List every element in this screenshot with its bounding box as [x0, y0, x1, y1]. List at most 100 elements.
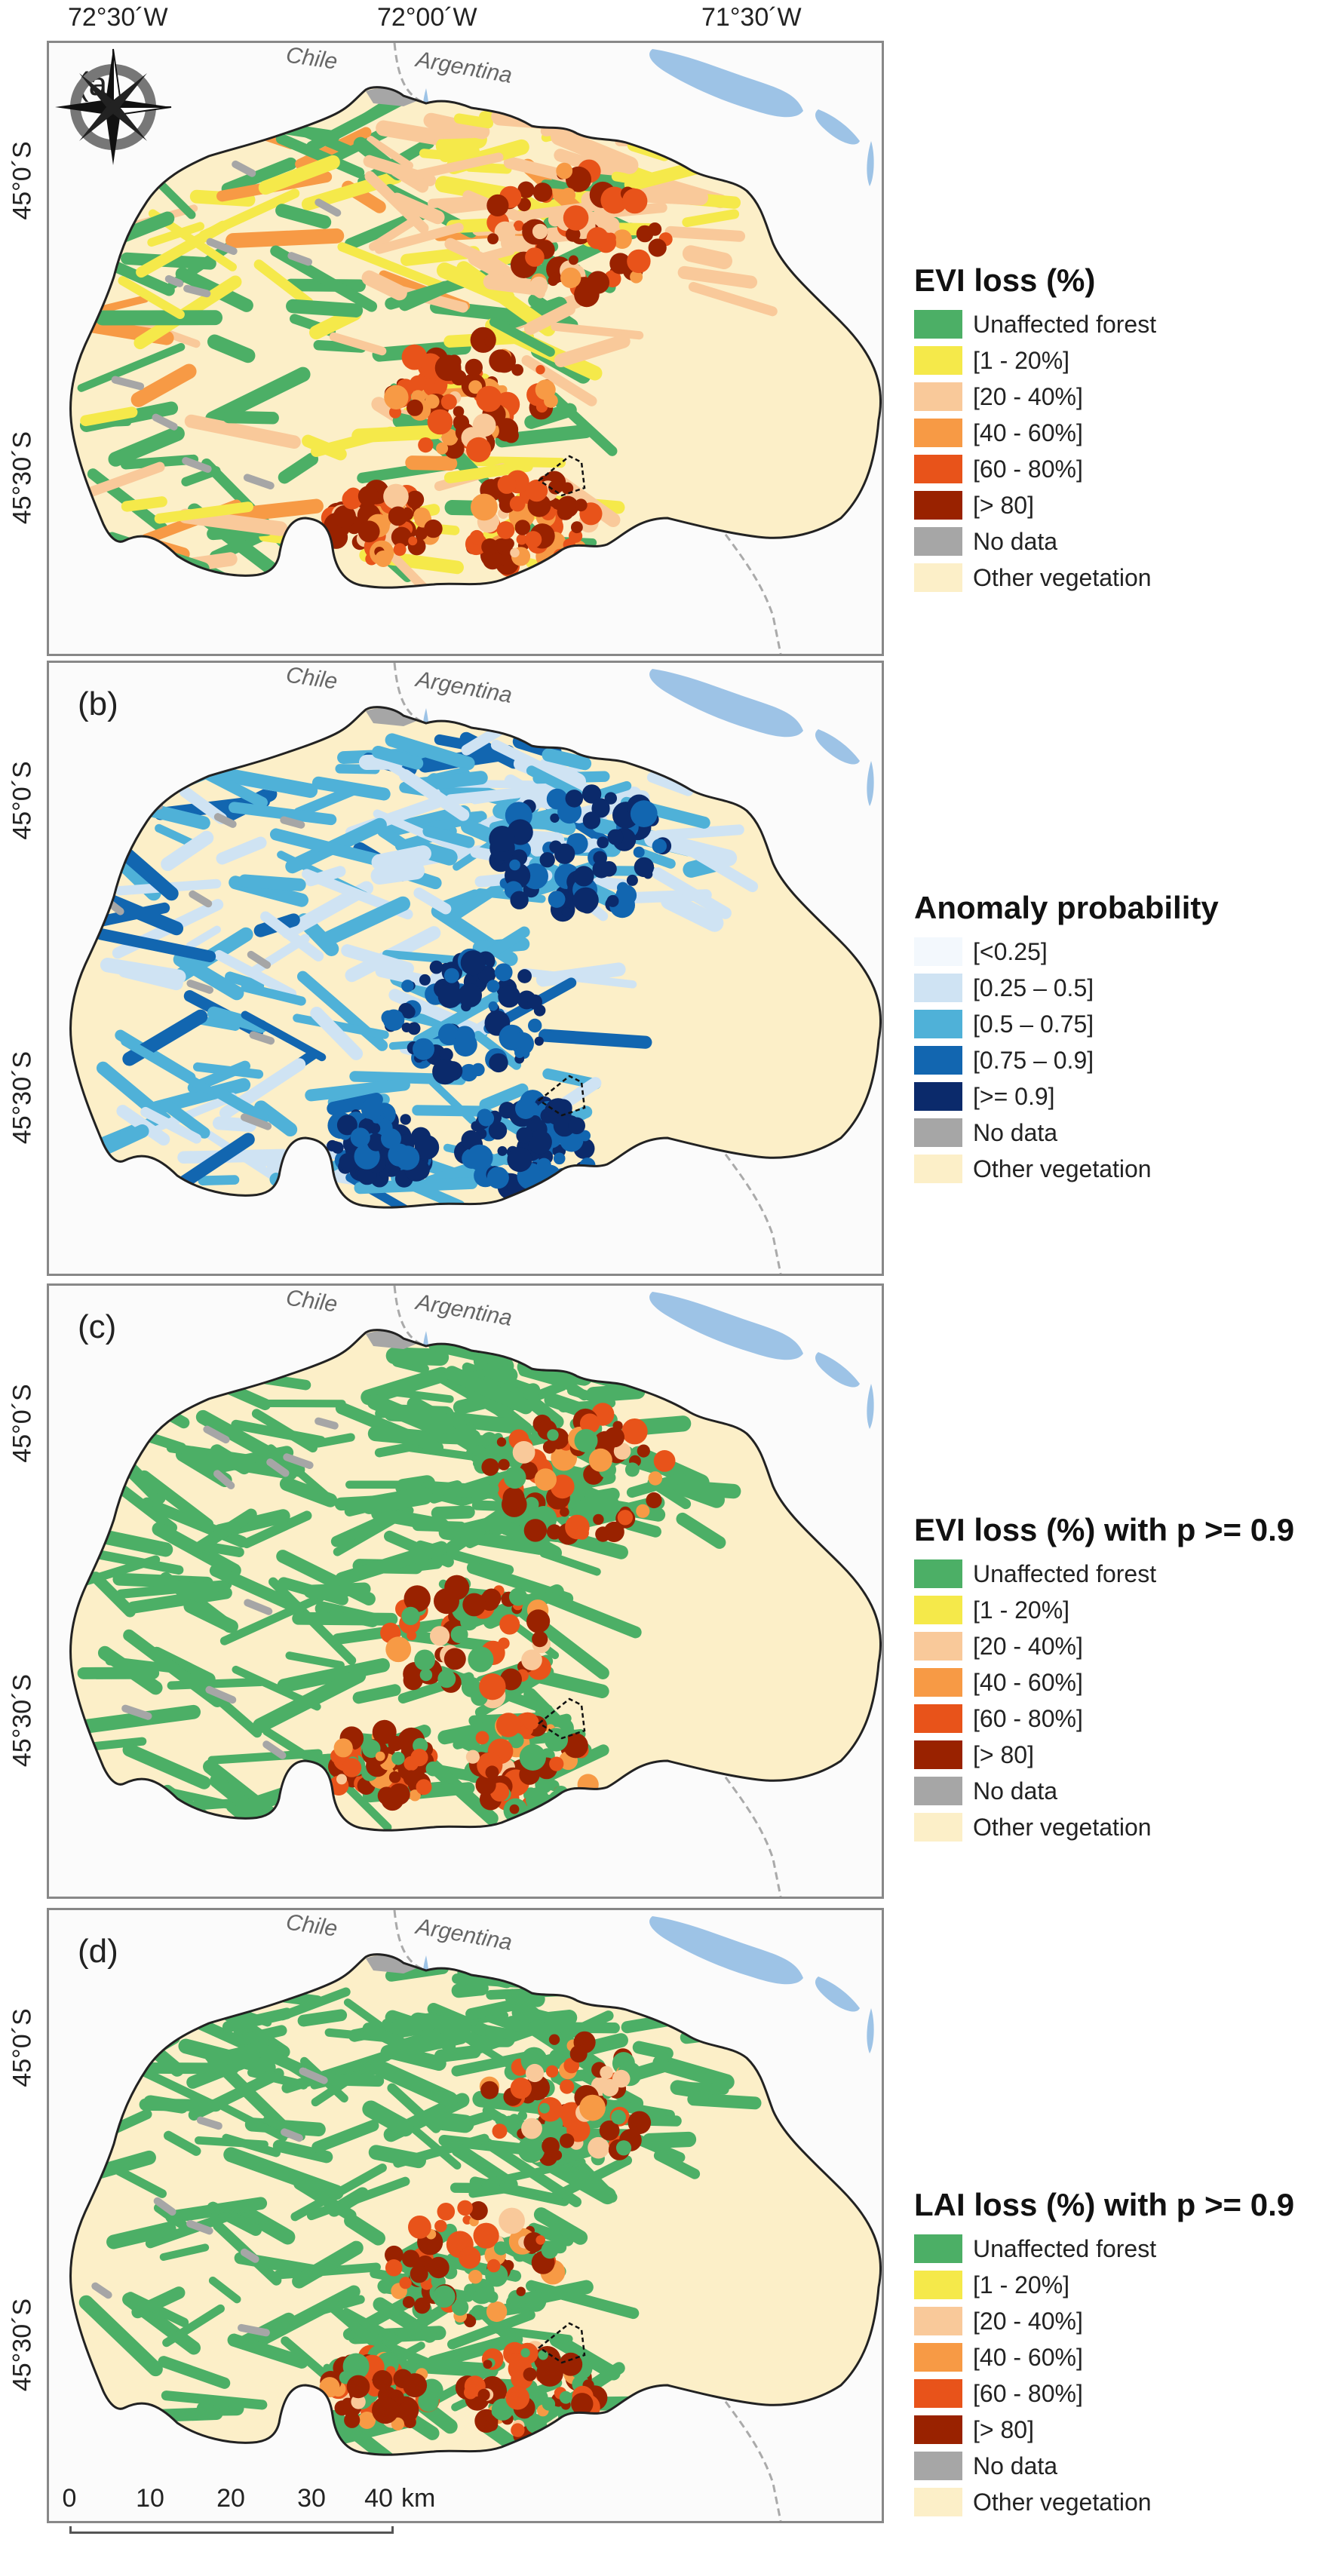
loss-hotspot: [612, 229, 632, 249]
legend-swatch: [914, 346, 962, 375]
forest-patch: [180, 1451, 297, 1480]
loss-hotspot: [497, 475, 517, 494]
forest-patch: [371, 1507, 450, 1532]
lake-shape: [649, 1292, 803, 1360]
forest-patch: [451, 2050, 537, 2077]
loss-hotspot: [550, 272, 562, 284]
no-data-patch: [287, 252, 312, 266]
loss-hotspot: [394, 1145, 420, 1170]
forest-patch: [162, 2304, 225, 2348]
loss-hotspot: [475, 1774, 496, 1796]
forest-patch: [533, 2207, 588, 2245]
lake-shape: [815, 1352, 860, 1388]
forest-patch: [253, 259, 314, 308]
dashed-subarea: [537, 455, 586, 497]
legend-label: No data: [973, 527, 1058, 555]
forest-patch: [185, 1989, 271, 2016]
legend-item: [>= 0.9]: [914, 1078, 1219, 1115]
legend-title: EVI loss (%) with p >= 0.9: [914, 1512, 1295, 1547]
forest-patch: [443, 460, 533, 483]
forest-patch: [253, 2285, 361, 2348]
loss-hotspot: [372, 2397, 399, 2424]
loss-hotspot: [466, 437, 492, 463]
scale-tick-30: 30: [297, 2484, 326, 2513]
map-graphic: [69, 663, 882, 1274]
forest-patch: [430, 2111, 474, 2133]
forest-patch: [631, 733, 701, 749]
legend-label: [1 - 20%]: [973, 2271, 1070, 2298]
forest-patch: [652, 867, 732, 919]
loss-hotspot: [498, 985, 520, 1008]
loss-hotspot: [526, 2415, 545, 2433]
legend-item: [1 - 20%]: [914, 2267, 1294, 2303]
forest-patch: [372, 745, 424, 770]
loss-hotspot: [634, 857, 655, 878]
forest-patch: [80, 1453, 126, 1481]
map-panel-3: (c) Chile Argentina: [47, 1283, 884, 1899]
forest-patch: [222, 2007, 293, 2033]
loss-hotspot: [571, 521, 583, 534]
loss-hotspot: [486, 1167, 509, 1189]
legend-item: [20 - 40%]: [914, 379, 1156, 415]
legend-item: [> 80]: [914, 1737, 1294, 1773]
loss-hotspot: [468, 2270, 483, 2284]
scale-bar: 0 10 20 30 40 km: [63, 2484, 435, 2559]
loss-hotspot: [333, 1738, 353, 1758]
loss-hotspot: [523, 2367, 537, 2381]
legend-swatch: [914, 310, 962, 339]
loss-hotspot: [497, 1145, 508, 1156]
legend-label: [<0.25]: [973, 937, 1048, 965]
forest-patch: [624, 1518, 661, 1538]
loss-hotspot: [488, 1121, 508, 1140]
forest-patch: [377, 825, 410, 851]
legend-item: [60 - 80%]: [914, 2375, 1294, 2412]
forest-patch: [682, 842, 759, 893]
loss-hotspot: [535, 379, 556, 400]
loss-hotspot: [471, 493, 498, 521]
no-data-patch: [205, 1685, 237, 1704]
forest-patch: [352, 1684, 401, 1704]
loss-hotspot: [496, 1437, 507, 1447]
loss-hotspot: [498, 1458, 510, 1470]
legend-item: [60 - 80%]: [914, 451, 1156, 487]
loss-hotspot: [514, 1047, 525, 1058]
loss-hotspot: [357, 486, 379, 507]
forest-patch: [683, 152, 742, 176]
lake-shape: [649, 669, 803, 738]
loss-hotspot: [480, 2081, 499, 2099]
forest-patch: [310, 426, 396, 457]
no-data-patch: [366, 1955, 419, 1973]
loss-hotspot: [385, 2259, 403, 2277]
forest-patch: [367, 1426, 441, 1446]
loss-hotspot: [561, 907, 572, 918]
legend-swatch: [914, 1813, 962, 1842]
legend-label: [20 - 40%]: [973, 382, 1083, 410]
forest-patch: [186, 925, 221, 950]
no-data-patch: [111, 376, 145, 391]
legend-item: [40 - 60%]: [914, 2339, 1294, 2375]
loss-hotspot: [621, 1418, 648, 1445]
forest-patch: [606, 100, 663, 125]
forest-patch: [542, 748, 592, 771]
no-data-patch: [121, 1704, 152, 1720]
forest-patch: [431, 1505, 475, 1520]
loss-hotspot: [410, 375, 426, 392]
loss-hotspot: [357, 520, 380, 543]
legend-label: [40 - 60%]: [973, 1668, 1083, 1696]
forest-patch: [682, 245, 732, 269]
legend-title: EVI loss (%): [914, 262, 1096, 298]
loss-hotspot: [551, 1444, 578, 1471]
forest-patch: [405, 455, 458, 471]
no-data-patch: [281, 2128, 303, 2142]
loss-hotspot: [607, 829, 624, 845]
compass-rose-icon: [55, 48, 172, 165]
legend-item: [40 - 60%]: [914, 1664, 1294, 1700]
latitude-label: 45°30´S: [8, 1673, 37, 1768]
legend-swatch: [914, 1632, 962, 1661]
legend-item: Other vegetation: [914, 1809, 1294, 1845]
loss-hotspot: [539, 852, 555, 868]
forest-patch: [642, 2131, 697, 2149]
legend-label: [0.5 – 0.75]: [973, 1010, 1094, 1038]
legend-swatch: [914, 491, 962, 520]
longitude-label-2: 72°00´W: [377, 3, 477, 32]
